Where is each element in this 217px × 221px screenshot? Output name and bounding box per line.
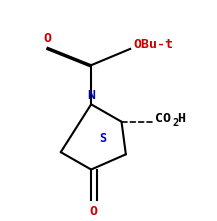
Text: CO: CO [155,112,171,125]
Text: H: H [177,112,185,125]
Text: N: N [87,89,95,102]
Text: S: S [100,131,107,145]
Text: 2: 2 [173,118,179,128]
Text: O: O [90,205,98,218]
Text: O: O [44,32,52,45]
Text: OBu-t: OBu-t [133,38,173,51]
